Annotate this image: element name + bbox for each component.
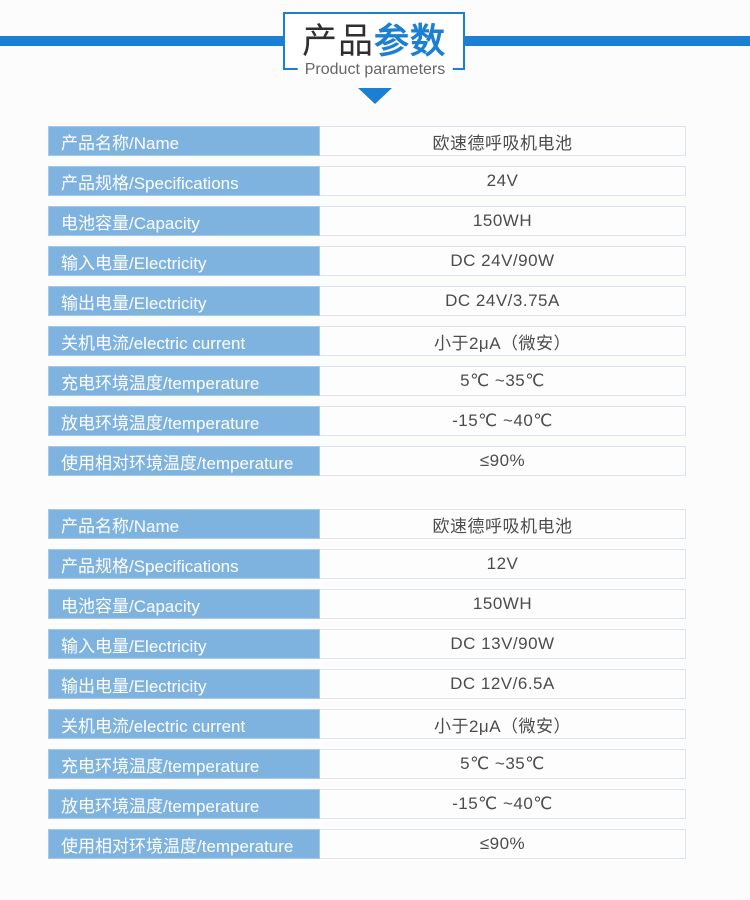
param-label: 输出电量/Electricity: [48, 286, 320, 316]
table-row: 产品规格/Specifications 24V: [48, 166, 686, 196]
param-label: 产品规格/Specifications: [48, 166, 320, 196]
table-row: 充电环境温度/temperature 5℃ ~35℃: [48, 366, 686, 396]
param-label: 使用相对环境温度/temperature: [48, 829, 320, 859]
param-label: 产品名称/Name: [48, 126, 320, 156]
param-label: 放电环境温度/temperature: [48, 406, 320, 436]
table-row: 充电环境温度/temperature 5℃ ~35℃: [48, 749, 686, 779]
table-row: 关机电流/electric current 小于2μA（微安）: [48, 709, 686, 739]
table-row: 输出电量/Electricity DC 24V/3.75A: [48, 286, 686, 316]
param-label: 产品名称/Name: [48, 509, 320, 539]
table-row: 使用相对环境温度/temperature ≤90%: [48, 446, 686, 476]
param-value: 欧速德呼吸机电池: [320, 126, 686, 156]
param-value: 小于2μA（微安）: [320, 709, 686, 739]
table-row: 产品名称/Name 欧速德呼吸机电池: [48, 509, 686, 539]
table-row: 产品规格/Specifications 12V: [48, 549, 686, 579]
table-row: 输入电量/Electricity DC 24V/90W: [48, 246, 686, 276]
param-value: DC 24V/3.75A: [320, 286, 686, 316]
param-label: 输出电量/Electricity: [48, 669, 320, 699]
table-row: 电池容量/Capacity 150WH: [48, 589, 686, 619]
page-title: 产品参数: [302, 24, 446, 59]
param-value: 5℃ ~35℃: [320, 366, 686, 396]
triangle-down-icon: [358, 88, 392, 104]
table-row: 放电环境温度/temperature -15℃ ~40℃: [48, 789, 686, 819]
table-row: 电池容量/Capacity 150WH: [48, 206, 686, 236]
param-value: -15℃ ~40℃: [320, 789, 686, 819]
table-row: 输入电量/Electricity DC 13V/90W: [48, 629, 686, 659]
spec-table-24v: 产品名称/Name 欧速德呼吸机电池 产品规格/Specifications 2…: [48, 126, 686, 476]
param-label: 电池容量/Capacity: [48, 206, 320, 236]
param-label: 使用相对环境温度/temperature: [48, 446, 320, 476]
param-value: ≤90%: [320, 829, 686, 859]
title-box: 产品参数: [283, 12, 465, 70]
param-value: -15℃ ~40℃: [320, 406, 686, 436]
param-label: 产品规格/Specifications: [48, 549, 320, 579]
param-label: 放电环境温度/temperature: [48, 789, 320, 819]
param-value: DC 12V/6.5A: [320, 669, 686, 699]
param-value: 小于2μA（微安）: [320, 326, 686, 356]
param-value: 5℃ ~35℃: [320, 749, 686, 779]
param-value: 24V: [320, 166, 686, 196]
param-label: 关机电流/electric current: [48, 326, 320, 356]
page-title-dark-part: 产品: [301, 21, 374, 61]
param-value: 欧速德呼吸机电池: [320, 509, 686, 539]
param-label: 充电环境温度/temperature: [48, 366, 320, 396]
param-value: ≤90%: [320, 446, 686, 476]
param-value: 150WH: [320, 589, 686, 619]
page-title-blue-part: 参数: [374, 21, 447, 61]
section-header: 产品参数 Product parameters: [0, 0, 750, 126]
param-label: 电池容量/Capacity: [48, 589, 320, 619]
param-label: 关机电流/electric current: [48, 709, 320, 739]
table-row: 使用相对环境温度/temperature ≤90%: [48, 829, 686, 859]
table-row: 关机电流/electric current 小于2μA（微安）: [48, 326, 686, 356]
param-label: 充电环境温度/temperature: [48, 749, 320, 779]
table-row: 产品名称/Name 欧速德呼吸机电池: [48, 126, 686, 156]
page-subtitle: Product parameters: [297, 61, 453, 79]
spec-tables-container: 产品名称/Name 欧速德呼吸机电池 产品规格/Specifications 2…: [0, 126, 686, 859]
table-row: 输出电量/Electricity DC 12V/6.5A: [48, 669, 686, 699]
param-value: DC 13V/90W: [320, 629, 686, 659]
table-row: 放电环境温度/temperature -15℃ ~40℃: [48, 406, 686, 436]
param-label: 输入电量/Electricity: [48, 246, 320, 276]
spec-table-12v: 产品名称/Name 欧速德呼吸机电池 产品规格/Specifications 1…: [48, 509, 686, 859]
param-value: DC 24V/90W: [320, 246, 686, 276]
param-value: 150WH: [320, 206, 686, 236]
param-label: 输入电量/Electricity: [48, 629, 320, 659]
param-value: 12V: [320, 549, 686, 579]
